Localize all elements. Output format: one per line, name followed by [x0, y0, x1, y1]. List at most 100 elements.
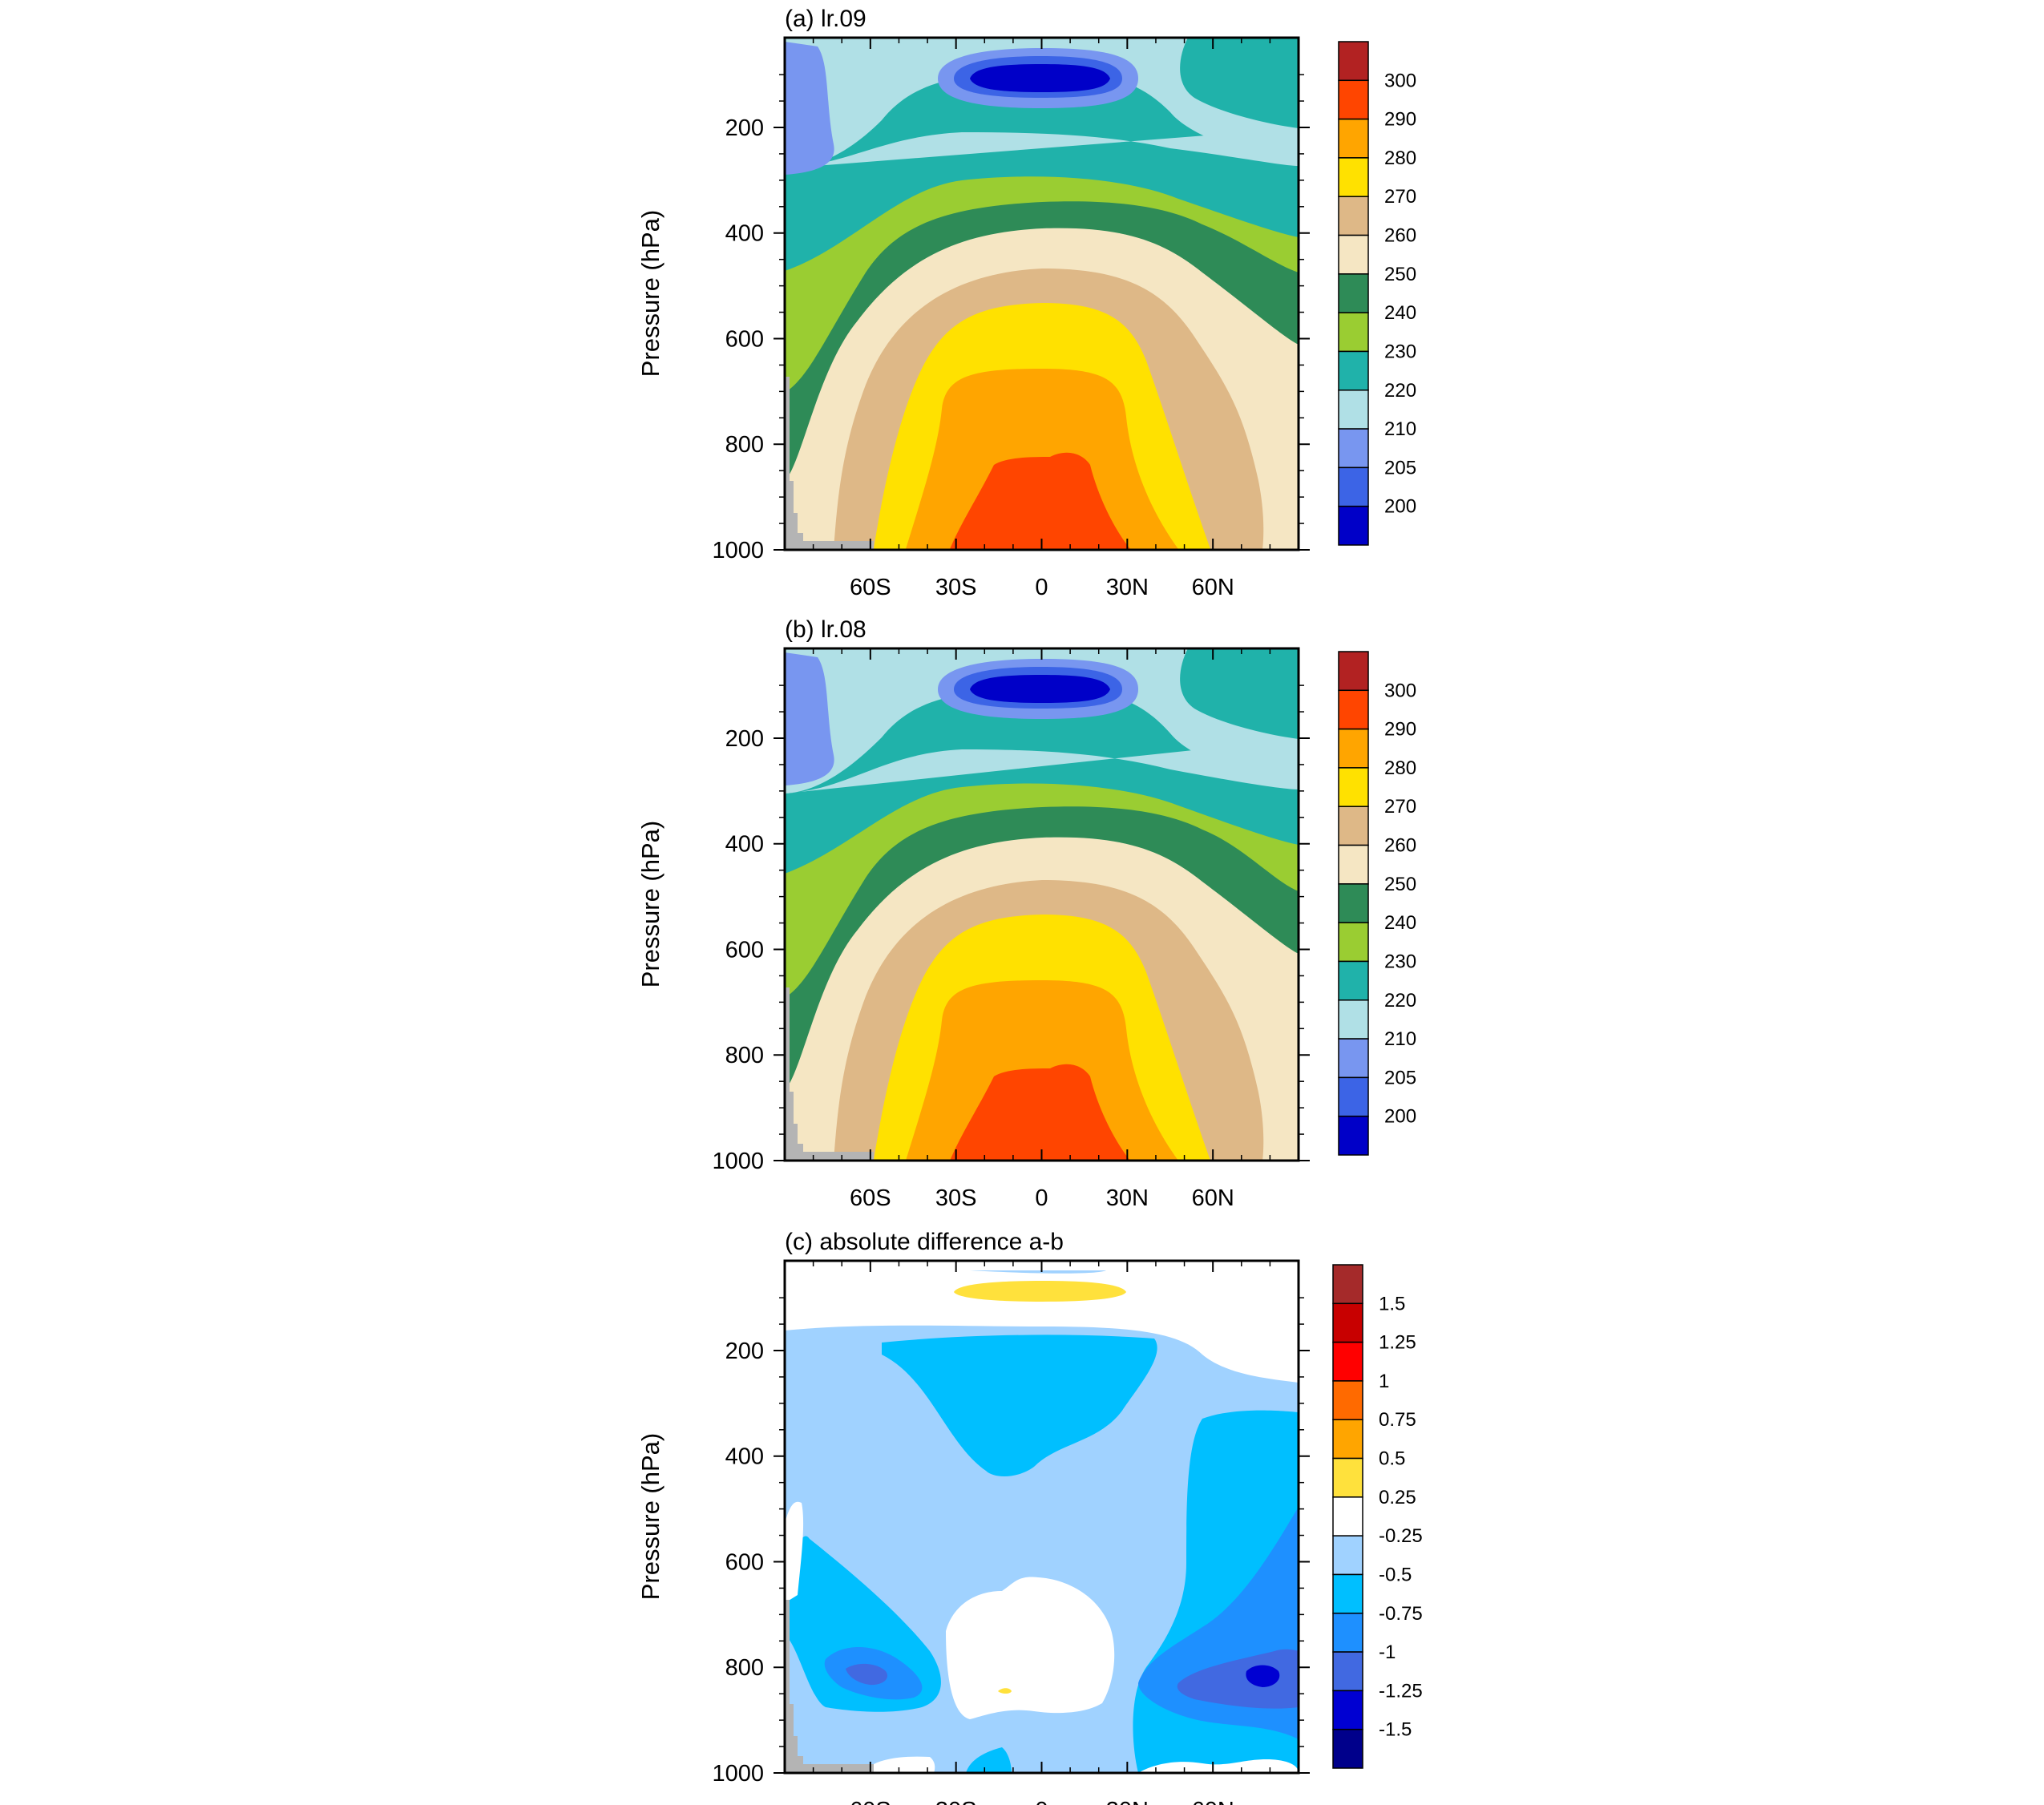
band-200-core: [970, 64, 1110, 92]
axes-c: 60S 30S 0 30N 60N 200 400 600 800 1000: [712, 1261, 1310, 1805]
colorbar-swatch: [1332, 1341, 1363, 1382]
colorbar-label: 1: [1379, 1371, 1389, 1392]
colorbar-swatch: [1332, 1535, 1363, 1576]
band-210: [785, 648, 1299, 793]
x-tick-label: 60N: [1192, 1185, 1234, 1211]
colorbar-label: -1: [1379, 1641, 1396, 1663]
colorbar-swatch: [1338, 767, 1369, 807]
axes-a: 60S 30S 0 30N 60N 200 400 600 800 1000: [712, 38, 1310, 600]
band-neg050-bottom: [966, 1747, 1012, 1773]
colorbar-swatch: [1338, 350, 1369, 391]
band-white-bottom-nh: [1138, 1759, 1299, 1773]
colorbar-swatch: [1338, 651, 1369, 692]
band-white-center: [946, 1577, 1115, 1719]
panel-title-a: (a) lr.09: [785, 6, 866, 32]
band-220-nh: [1180, 648, 1299, 739]
x-tick-label: 30S: [935, 1798, 977, 1805]
colorbar-label: 0.25: [1379, 1487, 1416, 1508]
y-tick-label: 400: [725, 221, 764, 247]
panel-c: 60S 30S 0 30N 60N 200 400 600 800 1000 (c) absolu…: [636, 1229, 1423, 1805]
y-tick-label: 400: [725, 1444, 764, 1470]
colorbar-label: 280: [1384, 757, 1416, 779]
colorbar-label: -1.25: [1379, 1680, 1423, 1702]
colorbar-label: 220: [1384, 380, 1416, 402]
colorbar-swatch: [1332, 1573, 1363, 1614]
colorbar-swatch: [1332, 1690, 1363, 1730]
x-tick-label: 30N: [1106, 1798, 1149, 1805]
y-axis-label-b: Pressure (hPa): [636, 821, 665, 987]
band-white-sh-edge: [785, 1501, 804, 1603]
colorbar-label: 0.75: [1379, 1409, 1416, 1431]
y-axis-label-a: Pressure (hPa): [636, 210, 665, 377]
colorbar-label: 230: [1384, 341, 1416, 362]
x-tick-label: 0: [1035, 1798, 1048, 1805]
band-neg125-nh: [1246, 1665, 1280, 1687]
y-tick-label: 1000: [712, 538, 764, 563]
colorbar-swatch: [1338, 312, 1369, 353]
band-290: [950, 1064, 1130, 1161]
contour-fill-a: [785, 38, 1299, 550]
colorbar-label: 250: [1384, 264, 1416, 285]
land-mask-c: [785, 1600, 874, 1773]
colorbar-swatch: [1332, 1264, 1363, 1305]
colorbar-c: 1.5 1.25 1 0.75 0.5 0.25 -0.25 -0.5 -0.75 -1 -1.25…: [1332, 1264, 1423, 1769]
colorbar-swatch: [1338, 234, 1369, 275]
y-axis-label-c: Pressure (hPa): [636, 1433, 665, 1600]
band-210: [785, 38, 1299, 168]
y-tick-label: 400: [725, 832, 764, 858]
colorbar-swatch: [1338, 1076, 1369, 1117]
colorbar-label: 1.5: [1379, 1293, 1405, 1314]
band-205-sh: [785, 42, 834, 175]
band-200-core: [970, 675, 1110, 703]
band-neg100-sh: [846, 1663, 888, 1686]
colorbar-a: 300 290 280 270 260 250 240 230 220 210 205 200: [1338, 41, 1416, 546]
y-tick-label: 600: [725, 326, 764, 352]
x-tick-label: 30S: [935, 1185, 977, 1211]
y-tick-label: 1000: [712, 1761, 764, 1787]
colorbar-label: 220: [1384, 990, 1416, 1012]
colorbar-swatch: [1338, 196, 1369, 236]
colorbar-swatch: [1338, 883, 1369, 923]
y-tick-label: 800: [725, 432, 764, 458]
colorbar-swatch: [1332, 1613, 1363, 1653]
colorbar-swatch: [1338, 806, 1369, 846]
axes-b: 60S 30S 0 30N 60N 200 400 600 800 1000: [712, 648, 1310, 1211]
y-tick-label: 600: [725, 937, 764, 963]
colorbar-swatch: [1338, 390, 1369, 430]
colorbar-label: 270: [1384, 796, 1416, 818]
colorbar-label: 300: [1384, 70, 1416, 91]
band-neg100-nh: [1177, 1649, 1299, 1709]
colorbar-swatch: [1338, 466, 1369, 507]
colorbar-swatch: [1332, 1728, 1363, 1769]
y-tick-label: 1000: [712, 1149, 764, 1174]
colorbar-label: 205: [1384, 1067, 1416, 1088]
colorbar-label: 290: [1384, 719, 1416, 741]
colorbar-label: 250: [1384, 874, 1416, 895]
colorbar-label: 260: [1384, 835, 1416, 857]
colorbar-label: 210: [1384, 1028, 1416, 1050]
contour-fill-c: [785, 1261, 1299, 1773]
colorbar-swatch: [1338, 118, 1369, 159]
y-tick-label: 200: [725, 1339, 764, 1364]
colorbar-swatch: [1338, 505, 1369, 546]
colorbar-label: 1.25: [1379, 1332, 1416, 1354]
y-tick-label: 200: [725, 726, 764, 752]
colorbar-swatch: [1332, 1419, 1363, 1460]
colorbar-swatch: [1332, 1496, 1363, 1536]
colorbar-swatch: [1332, 1380, 1363, 1420]
x-tick-label: 60S: [850, 1185, 891, 1211]
colorbar-swatch: [1332, 1457, 1363, 1498]
colorbar-label: 210: [1384, 418, 1416, 440]
land-mask-b: [785, 987, 874, 1161]
colorbar-label: 280: [1384, 147, 1416, 169]
band-pos025-top: [954, 1281, 1126, 1302]
colorbar-swatch: [1338, 844, 1369, 885]
colorbar-label: -0.25: [1379, 1525, 1423, 1547]
colorbar-label: 200: [1384, 496, 1416, 518]
colorbar-label: 240: [1384, 302, 1416, 324]
band-210-lower: [785, 648, 1299, 793]
x-tick-label: 60S: [850, 575, 891, 600]
